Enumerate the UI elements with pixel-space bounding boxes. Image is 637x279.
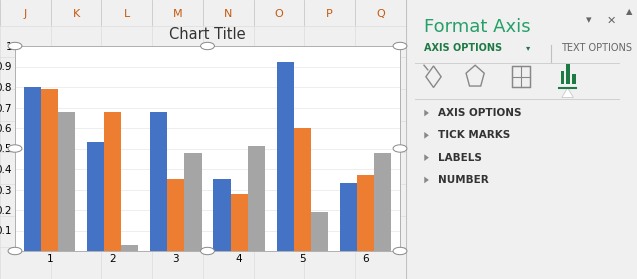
Text: L: L [124,9,130,19]
Bar [340,183,357,251]
Text: M: M [173,9,182,19]
Text: K: K [73,9,80,19]
Text: TICK MARKS: TICK MARKS [438,130,510,140]
Bar [561,71,564,84]
Circle shape [8,145,22,152]
Bar [185,153,201,251]
Bar [572,74,576,84]
Text: P: P [326,9,333,19]
Bar [150,112,168,251]
Text: TEXT OPTIONS: TEXT OPTIONS [561,43,632,53]
Text: J: J [24,9,27,19]
Polygon shape [424,132,429,139]
Bar [294,128,311,251]
Text: ▲: ▲ [626,7,632,16]
Bar [168,179,185,251]
Bar [566,64,570,84]
Text: Format Axis: Format Axis [424,18,531,36]
Circle shape [201,42,215,50]
Bar [104,112,121,251]
Bar [121,245,138,251]
Text: LABELS: LABELS [438,153,482,163]
Text: NUMBER: NUMBER [438,175,489,185]
Circle shape [393,42,407,50]
Circle shape [393,247,407,255]
Bar [24,87,41,251]
Polygon shape [424,177,429,183]
Bar [311,212,327,251]
Text: ▾: ▾ [526,43,530,52]
Bar [276,62,294,251]
Circle shape [8,247,22,255]
Text: AXIS OPTIONS: AXIS OPTIONS [424,43,503,53]
Bar [374,153,391,251]
Circle shape [8,42,22,50]
Bar [41,89,58,251]
Bar [513,66,530,88]
Text: AXIS OPTIONS: AXIS OPTIONS [438,108,522,118]
Circle shape [393,145,407,152]
Text: Q: Q [376,9,385,19]
Bar [213,179,231,251]
Bar [87,142,104,251]
Polygon shape [424,110,429,116]
Bar [231,194,248,251]
Circle shape [201,247,215,255]
Bar [58,112,75,251]
Bar [248,146,264,251]
Title: Chart Title: Chart Title [169,27,246,42]
Polygon shape [562,88,573,98]
Polygon shape [424,154,429,161]
Text: ▾: ▾ [586,15,592,25]
Text: ✕: ✕ [607,15,617,25]
Bar [357,175,374,251]
Text: O: O [275,9,283,19]
Text: N: N [224,9,233,19]
